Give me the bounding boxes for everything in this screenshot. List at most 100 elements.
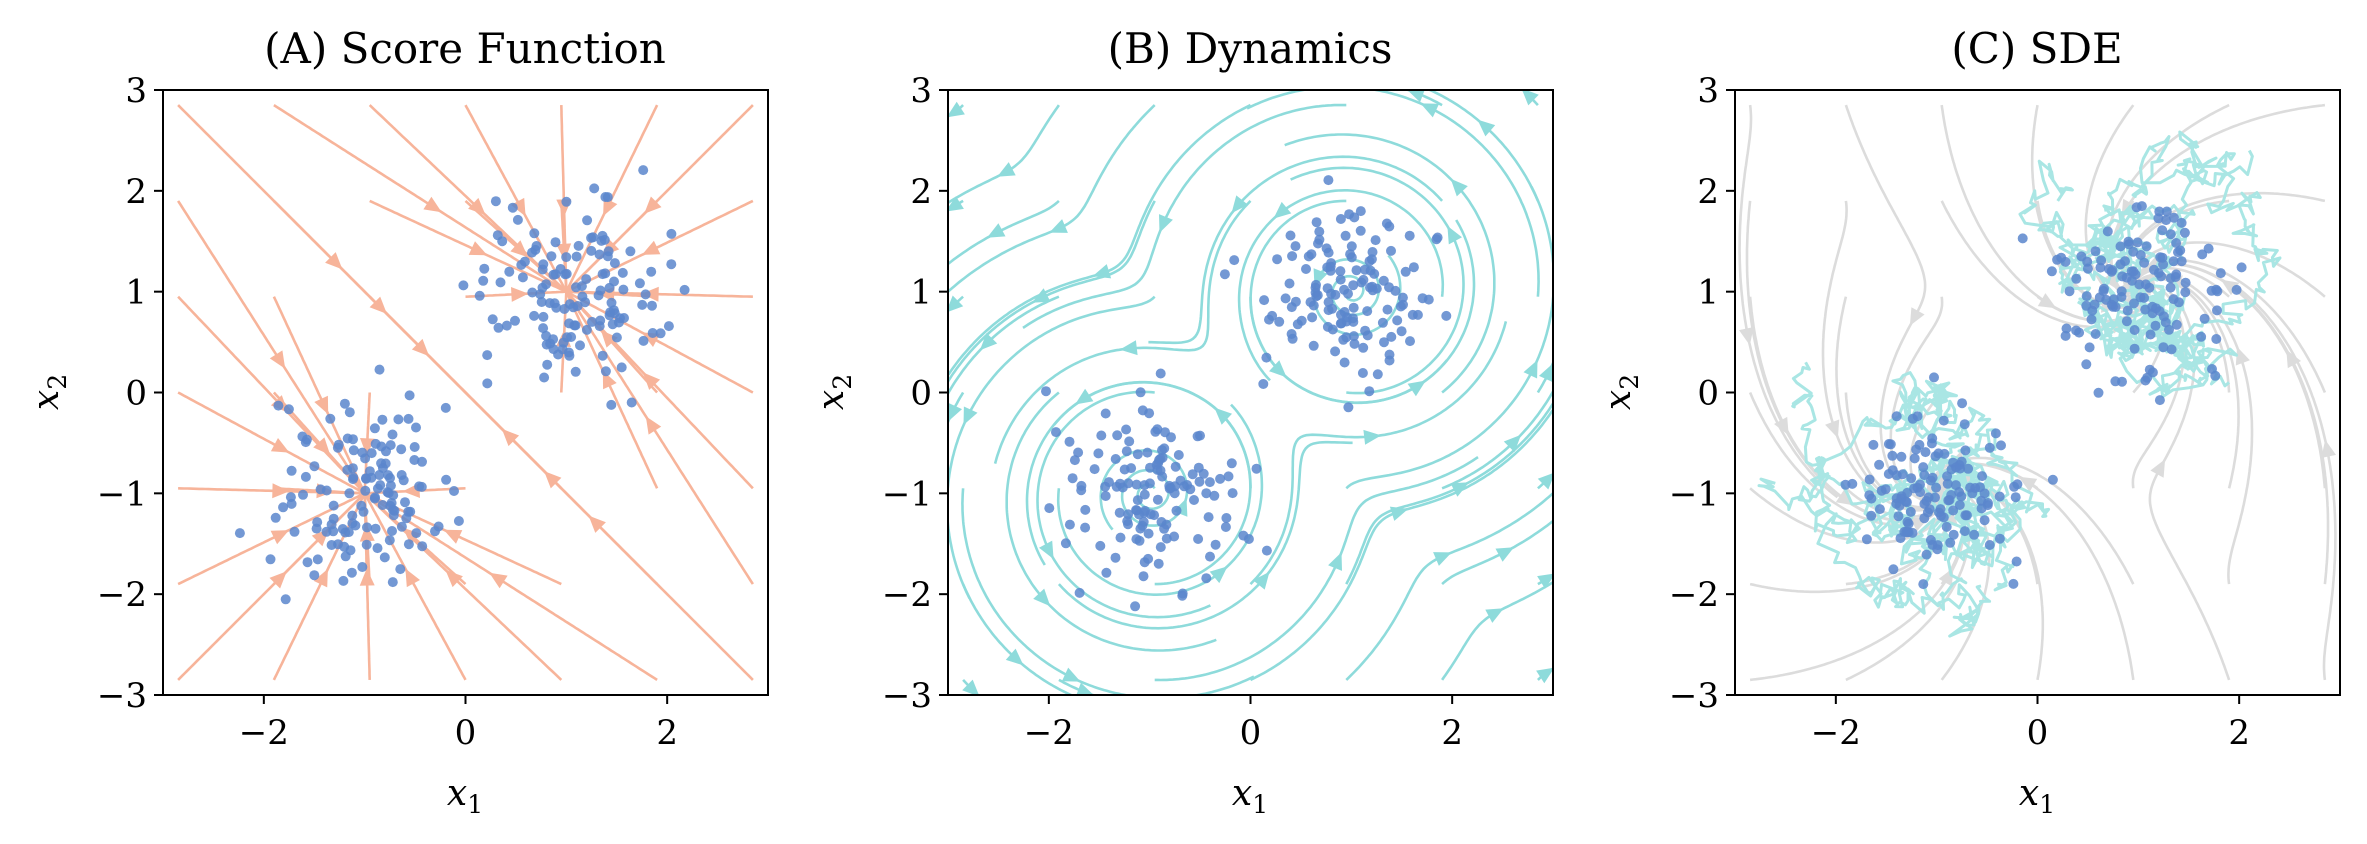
y-tick-label: 2: [1697, 172, 1719, 212]
data-point: [414, 481, 425, 492]
streamline-arrow: [2321, 439, 2336, 458]
data-point: [2093, 387, 2104, 398]
data-point: [1348, 302, 1359, 313]
data-point: [1386, 331, 1397, 342]
streamline-arrow: [1536, 667, 1553, 684]
data-point: [1927, 472, 1938, 483]
data-point: [2144, 364, 2155, 375]
data-point: [1311, 291, 1322, 302]
data-point: [343, 527, 354, 538]
data-point: [273, 400, 284, 411]
data-point: [1358, 342, 1369, 353]
streamline-arrow: [359, 524, 375, 542]
streamline: [1249, 321, 1508, 585]
data-point: [1915, 487, 1926, 498]
data-point: [234, 528, 245, 539]
panel-c: (C) SDE −2 0 2 3 2 1 0 −1 −2 −3 x1 x2: [1598, 24, 2341, 819]
data-point: [536, 297, 547, 307]
data-point: [539, 372, 550, 383]
data-point: [1139, 480, 1150, 491]
streamline-arrow: [948, 402, 962, 422]
data-point: [1396, 326, 1407, 337]
data-point: [387, 577, 398, 588]
streamline: [369, 199, 569, 294]
y-tick-label: 1: [125, 273, 147, 313]
data-point: [1930, 492, 1940, 503]
data-point: [2168, 212, 2179, 223]
data-point: [1367, 247, 1378, 257]
data-point: [2164, 324, 2174, 335]
data-point: [1405, 336, 1415, 347]
sde-trajectory: [2117, 221, 2238, 399]
data-point: [401, 513, 412, 524]
streamline-arrow: [313, 437, 331, 455]
streamline-arrow: [270, 530, 290, 545]
data-point: [1313, 238, 1323, 249]
data-point: [1927, 433, 1938, 444]
data-point: [1155, 542, 1166, 553]
streamline-arrow: [468, 241, 488, 256]
data-point: [538, 259, 549, 270]
data-point: [347, 510, 358, 521]
data-point: [575, 340, 585, 351]
data-point: [1407, 309, 1418, 320]
data-point: [1339, 307, 1350, 317]
data-point: [570, 320, 581, 331]
data-point: [637, 299, 648, 310]
data-point: [1160, 427, 1170, 438]
data-point: [2102, 226, 2113, 237]
data-point: [348, 434, 358, 445]
sde-trajectory: [2077, 130, 2282, 352]
data-point: [346, 567, 357, 578]
streamline: [1148, 155, 1444, 345]
streamline: [1738, 104, 1839, 499]
streamline: [948, 104, 1156, 294]
data-point: [309, 570, 320, 581]
data-point: [538, 323, 549, 334]
panel-b-ylabel: x2: [811, 374, 857, 410]
data-point: [1963, 463, 1974, 474]
data-point: [2090, 246, 2101, 257]
data-point: [613, 317, 624, 328]
data-point: [325, 413, 336, 424]
data-point: [2161, 206, 2172, 217]
data-point: [1959, 526, 1970, 537]
data-point: [2081, 291, 2092, 302]
data-point: [1941, 521, 1952, 532]
streamline-arrow: [423, 196, 442, 213]
data-point: [1969, 529, 1980, 540]
data-point: [302, 557, 313, 568]
streamline: [564, 290, 754, 585]
data-point: [1124, 436, 1135, 447]
y-tick-label: 3: [125, 71, 147, 111]
data-point: [594, 249, 605, 260]
data-point: [1367, 285, 1378, 296]
streamline-arrow: [270, 438, 290, 453]
data-point: [339, 541, 350, 552]
streamline: [565, 104, 754, 293]
data-point: [611, 332, 622, 343]
streamline-arrow: [556, 243, 572, 261]
data-point: [474, 290, 485, 301]
streamline: [2236, 286, 2337, 681]
panel-c-ticks: −2 0 2 3 2 1 0 −1 −2 −3: [1669, 71, 2250, 753]
data-point: [516, 259, 527, 270]
streamline: [1154, 456, 1479, 682]
data-point: [1868, 439, 1879, 450]
data-point: [2212, 305, 2222, 316]
streamline-arrow: [1477, 119, 1496, 137]
data-point: [362, 522, 372, 533]
data-point: [1907, 527, 1918, 538]
data-point: [1994, 533, 2005, 544]
data-point: [542, 359, 553, 370]
data-point: [2166, 344, 2177, 355]
streamline-arrow: [1253, 571, 1270, 590]
data-point: [1187, 469, 1198, 480]
data-point: [370, 523, 381, 534]
data-point: [1287, 333, 1298, 344]
data-point: [1220, 522, 1231, 532]
data-point: [1215, 473, 1226, 484]
panel-b-streamlines: [948, 90, 1553, 695]
data-point: [2165, 229, 2176, 240]
data-point: [369, 423, 380, 434]
